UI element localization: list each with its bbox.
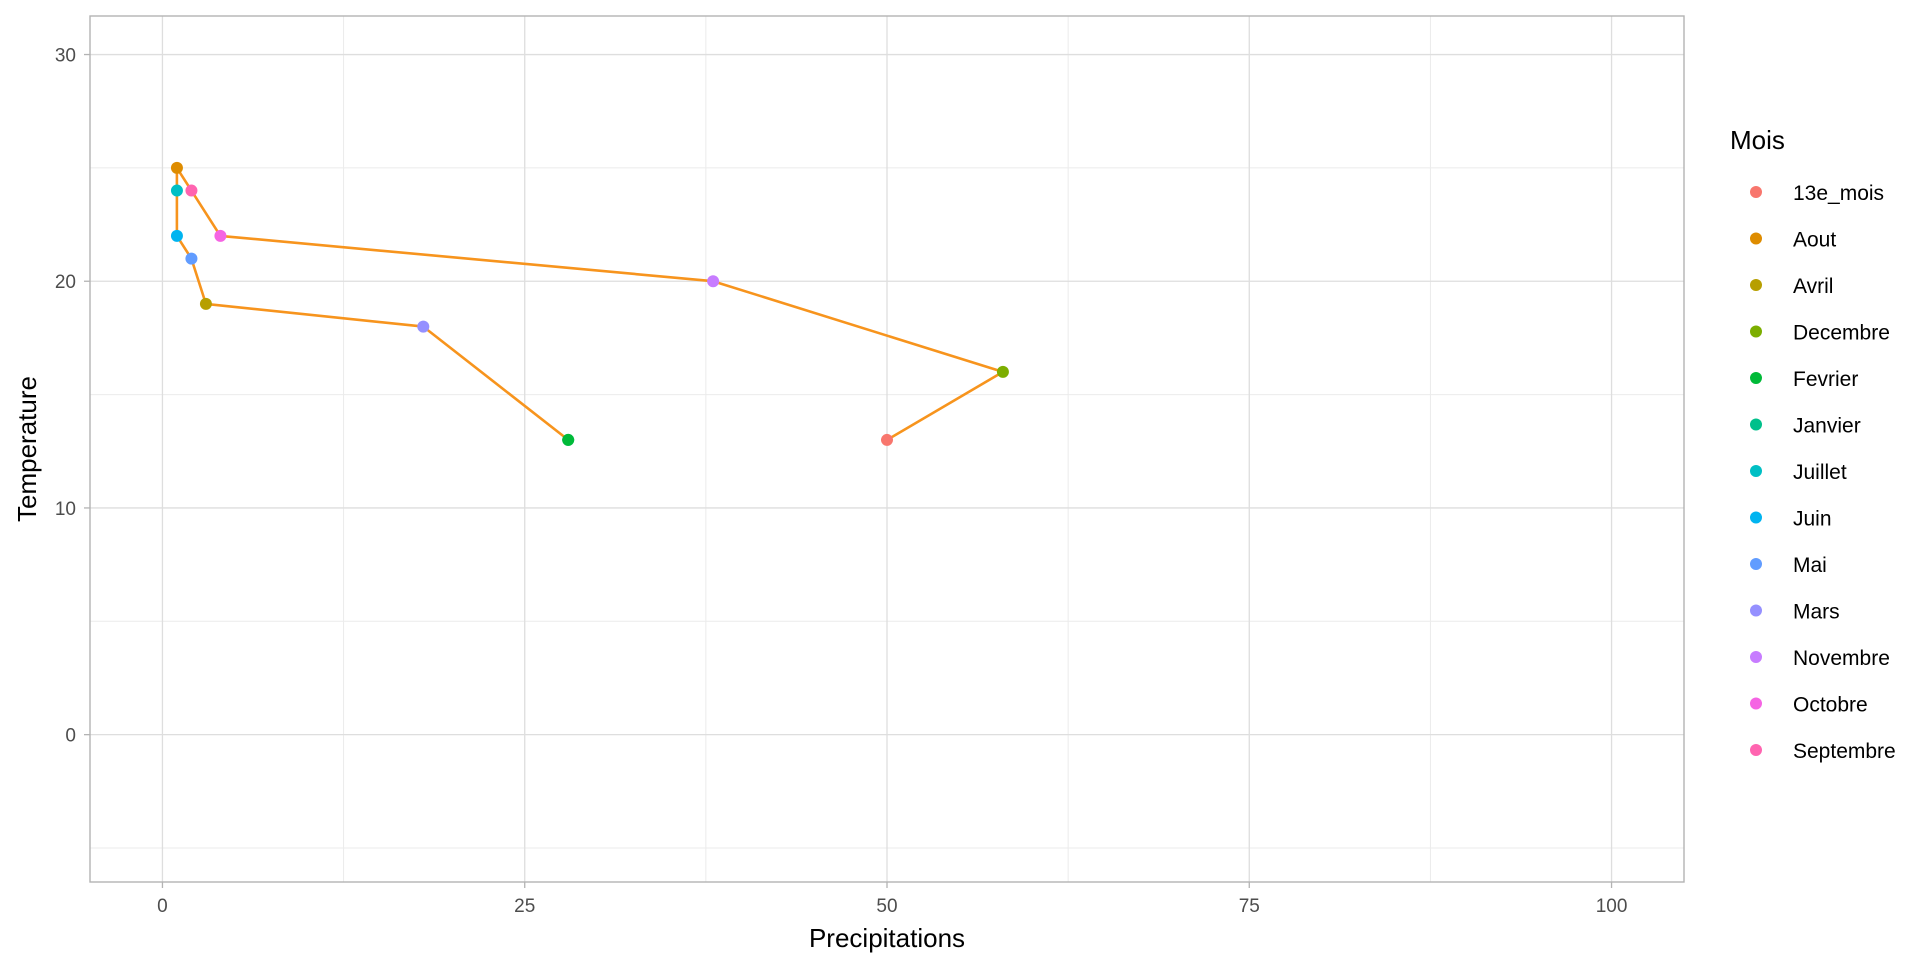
data-point-juin (170, 229, 183, 242)
legend: Mois 13e_mois Aout Avril Decembre Fevrier Jan… (1730, 125, 1896, 763)
legend-label-13e_mois: 13e_mois (1793, 182, 1884, 205)
legend-label-juillet: Juillet (1793, 461, 1847, 484)
legend-key-avril (1750, 279, 1762, 291)
legend-label-mai: Mai (1793, 554, 1827, 577)
legend-label-decembre: Decembre (1793, 322, 1890, 345)
data-point-mai (185, 252, 198, 265)
legend-label-juin: Juin (1793, 508, 1832, 531)
x-tick-label: 100 (1596, 896, 1628, 917)
legend-key-fevrier (1750, 372, 1762, 384)
legend-key-mai (1750, 558, 1762, 570)
data-point-13e_mois (881, 433, 893, 446)
legend-label-janvier: Janvier (1793, 415, 1861, 438)
legend-key-novembre (1750, 651, 1762, 663)
legend-key-mars (1750, 604, 1762, 617)
legend-key-janvier (1750, 418, 1762, 431)
legend-label-novembre: Novembre (1793, 647, 1890, 670)
legend-label-octobre: Octobre (1793, 694, 1868, 717)
data-point-fevrier (562, 433, 575, 446)
y-tick-label: 20 (55, 272, 76, 293)
legend-key-juillet (1750, 465, 1762, 477)
legend-label-mars: Mars (1793, 601, 1840, 624)
y-axis-title: Temperature (12, 376, 42, 522)
legend-key-aout (1750, 232, 1762, 245)
y-tick-label: 30 (55, 46, 76, 67)
y-axis-ticks: 0 10 20 30 (55, 46, 90, 747)
legend-items: 13e_mois Aout Avril Decembre Fevrier Janvier J… (1750, 182, 1896, 763)
data-point-septembre (185, 184, 198, 197)
data-point-juillet (170, 184, 183, 197)
x-tick-label: 50 (876, 896, 897, 917)
series-path-line (175, 166, 1005, 442)
legend-label-avril: Avril (1793, 275, 1833, 298)
legend-key-septembre (1750, 744, 1762, 756)
legend-label-aout: Aout (1793, 229, 1836, 252)
legend-key-octobre (1750, 697, 1762, 710)
x-tick-label: 75 (1239, 896, 1260, 917)
major-gridlines (90, 16, 1684, 882)
data-point-mars (417, 320, 430, 333)
legend-key-juin (1750, 511, 1762, 524)
legend-title: Mois (1730, 125, 1785, 155)
data-point-octobre (214, 229, 227, 242)
x-tick-label: 0 (157, 896, 168, 917)
data-point-avril (199, 297, 212, 310)
legend-key-decembre (1750, 325, 1762, 338)
data-point-novembre (707, 275, 720, 288)
x-axis-title: Precipitations (809, 923, 965, 953)
x-tick-label: 25 (514, 896, 535, 917)
data-point-decembre (996, 365, 1009, 378)
legend-label-fevrier: Fevrier (1793, 368, 1858, 391)
x-axis-ticks: 0 25 50 75 100 (157, 882, 1627, 917)
data-point-aout (170, 161, 183, 174)
legend-key-13e_mois (1750, 186, 1762, 198)
series (170, 161, 1009, 446)
legend-label-septembre: Septembre (1793, 740, 1896, 763)
y-tick-label: 0 (65, 726, 76, 747)
y-tick-label: 10 (55, 499, 76, 520)
